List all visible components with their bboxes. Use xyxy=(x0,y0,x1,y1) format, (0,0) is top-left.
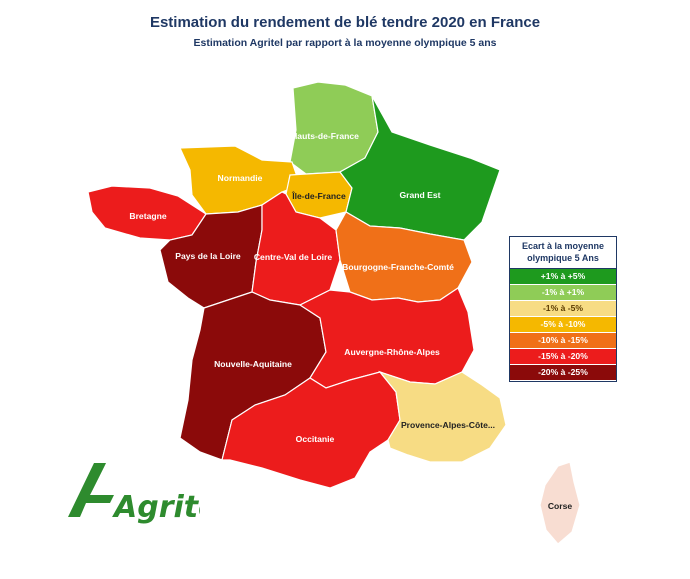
label-auvergne-rhone-alpes: Auvergne-Rhône-Alpes xyxy=(344,347,440,357)
label-normandie: Normandie xyxy=(218,173,263,183)
legend-item: +1% à +5% xyxy=(510,269,616,285)
region-auvergne-rhone-alpes[interactable] xyxy=(298,287,475,389)
region-corse[interactable] xyxy=(539,461,581,545)
region-centre-val-de-loire[interactable] xyxy=(251,191,341,306)
legend: Ecart à la moyenne olympique 5 Ans +1% à… xyxy=(509,236,617,382)
label-centre-val-de-loire: Centre-Val de Loire xyxy=(254,252,333,262)
legend-title: Ecart à la moyenne olympique 5 Ans xyxy=(510,237,616,269)
legend-item: -10% à -15% xyxy=(510,333,616,349)
legend-item: -15% à -20% xyxy=(510,349,616,365)
label-ile-de-france: Île-de-France xyxy=(291,190,346,201)
legend-item: -20% à -25% xyxy=(510,365,616,381)
label-bretagne: Bretagne xyxy=(129,211,166,221)
label-hauts-de-france: Hauts-de-France xyxy=(291,131,359,141)
label-grand-est: Grand Est xyxy=(399,190,440,200)
legend-item: -1% à +1% xyxy=(510,285,616,301)
agritel-logo-text: Agritel xyxy=(112,490,200,525)
label-nouvelle-aquitaine: Nouvelle-Aquitaine xyxy=(214,359,292,369)
map-subtitle: Estimation Agritel par rapport à la moye… xyxy=(193,37,497,49)
map-title: Estimation du rendement de blé tendre 20… xyxy=(149,14,541,31)
agritel-logo: Agritel xyxy=(68,463,200,525)
label-provence: Provence-Alpes-Côte... xyxy=(401,420,495,430)
legend-item: -5% à -10% xyxy=(510,317,616,333)
label-occitanie: Occitanie xyxy=(296,434,335,444)
agritel-logo-mark xyxy=(68,463,114,517)
legend-item: -1% à -5% xyxy=(510,301,616,317)
region-provence[interactable] xyxy=(378,370,507,463)
label-pays-de-la-loire: Pays de la Loire xyxy=(175,251,241,261)
label-bourgogne-franche-comte: Bourgogne-Franche-Comté xyxy=(342,262,454,272)
label-corse: Corse xyxy=(548,501,573,511)
